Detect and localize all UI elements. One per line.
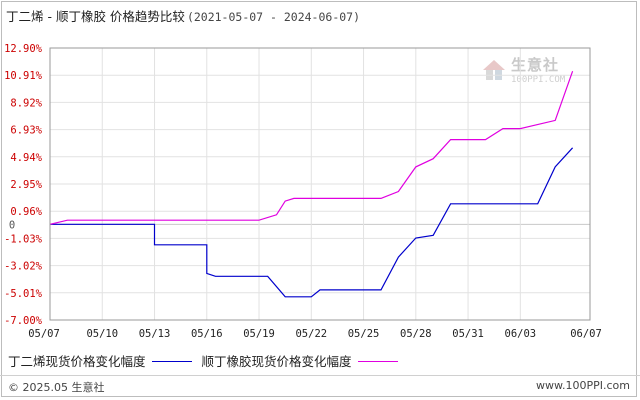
x-tick-label: 05/07 [28, 328, 60, 340]
x-tick-label: 05/28 [400, 328, 432, 340]
x-tick-label: 06/03 [505, 328, 537, 340]
legend-swatch-br-rubber [357, 361, 398, 362]
footer-copyright: © 2025.05 生意社 [8, 381, 105, 394]
y-tick-label: 0 [9, 219, 15, 231]
house-icon [483, 59, 505, 80]
x-tick-label: 06/07 [570, 328, 602, 340]
x-tick-label: 05/25 [348, 328, 380, 340]
chart-title-range: (2021-05-07 - 2024-06-07) [186, 10, 361, 24]
x-axis-ticks: 05/07 05/10 05/13 05/16 05/19 05/22 05/25 05/28… [28, 328, 602, 340]
y-tick-label: 10.91% [4, 70, 43, 82]
y-tick-label: 12.90% [4, 43, 43, 55]
y-tick-label: 4.94% [10, 152, 42, 164]
x-tick-label: 05/13 [139, 328, 171, 340]
chart-title: 丁二烯 - 顺丁橡胶 价格趋势比较 (2021-05-07 - 2024-06-0… [6, 6, 360, 25]
x-tick-label: 05/16 [191, 328, 223, 340]
plot-area-border [49, 47, 591, 321]
chart-title-main: 丁二烯 - 顺丁橡胶 价格趋势比较 [6, 9, 185, 24]
legend-label-br-rubber: 顺丁橡胶现货价格变化幅度 [201, 354, 352, 369]
y-axis-ticks: 12.90% 10.91% 8.92% 6.93% 4.94% 2.95% 0.96%0 -1… [4, 43, 43, 327]
watermark-cn: 生意社 [511, 56, 560, 74]
chart-legend: 丁二烯现货价格变化幅度 顺丁橡胶现货价格变化幅度 [8, 351, 408, 370]
x-tick-label: 05/10 [86, 328, 118, 340]
chart-grid [49, 47, 591, 321]
y-tick-label: 6.93% [10, 125, 42, 137]
y-tick-label: -3.02% [4, 261, 43, 273]
y-tick-label: 8.92% [10, 97, 42, 109]
y-tick-label: 2.95% [10, 179, 42, 191]
x-tick-label: 05/19 [243, 328, 275, 340]
footer-divider [0, 375, 640, 376]
legend-swatch-butadiene [151, 361, 192, 362]
series-line-butadiene [50, 147, 574, 298]
series-line-br-rubber [49, 70, 574, 225]
x-tick-label: 05/31 [452, 328, 484, 340]
watermark-en: 100PPI.COM [511, 75, 566, 85]
y-tick-label: 0.96% [10, 206, 42, 218]
y-tick-label: -1.03% [4, 233, 43, 245]
legend-label-butadiene: 丁二烯现货价格变化幅度 [8, 354, 146, 369]
y-tick-label: -7.00% [4, 315, 43, 327]
y-tick-label: -5.01% [4, 288, 43, 300]
watermark-logo: 生意社 100PPI.COM [481, 54, 565, 85]
x-tick-label: 05/22 [295, 328, 327, 340]
footer-site: www.100PPI.com [536, 379, 630, 392]
chart-series [49, 70, 574, 298]
